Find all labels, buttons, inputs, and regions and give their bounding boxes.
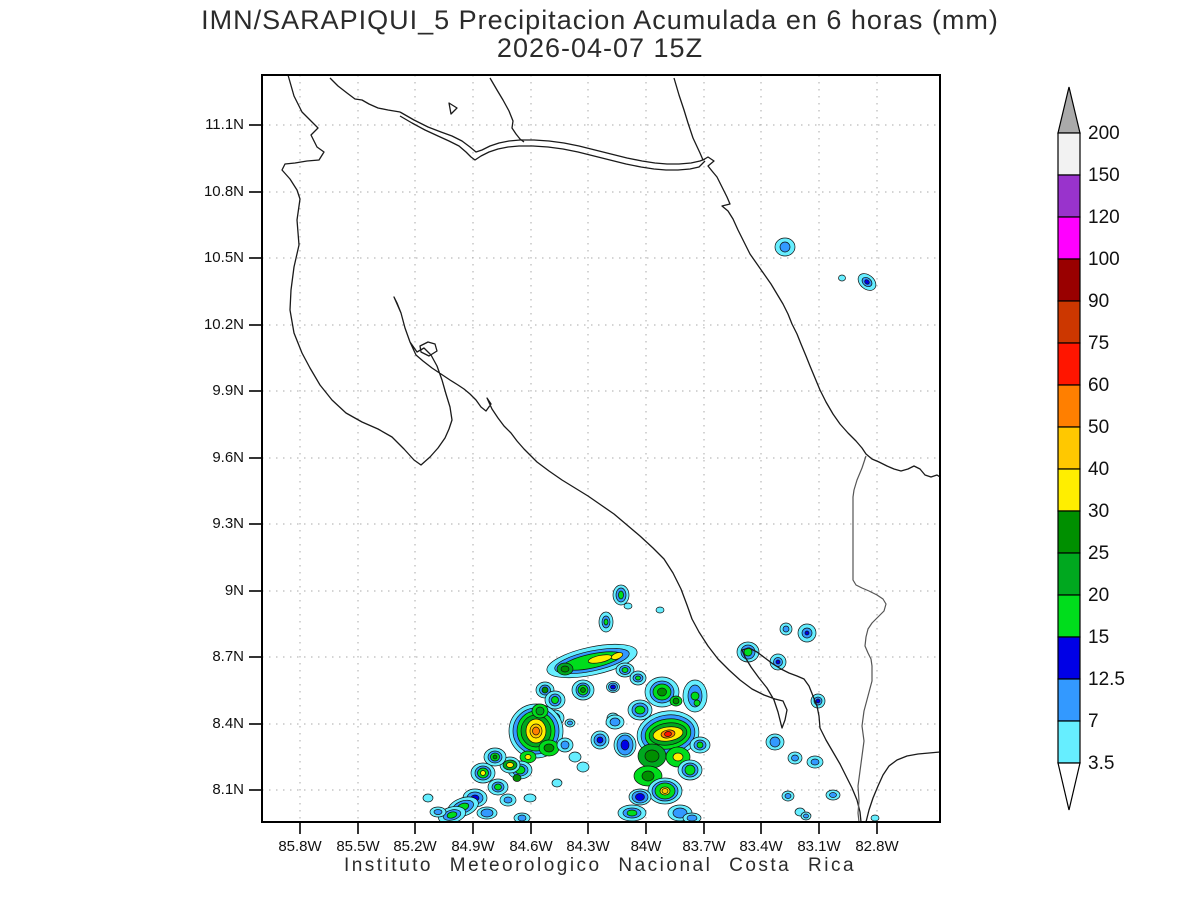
precipitation-contours xyxy=(422,237,880,822)
colorbar-label: 100 xyxy=(1088,249,1120,270)
colorbar-label: 20 xyxy=(1088,585,1110,606)
lon-label: 84W xyxy=(630,838,662,855)
lat-label: 9.9N xyxy=(212,382,244,399)
colorbar-label: 75 xyxy=(1088,333,1110,354)
colorbar-label: 200 xyxy=(1088,123,1120,144)
colorbar-label: 7 xyxy=(1088,711,1099,732)
colorbar-label: 60 xyxy=(1088,375,1110,396)
lat-label: 10.2N xyxy=(203,316,244,333)
lat-label: 8.7N xyxy=(212,648,244,665)
lon-label: 84.3W xyxy=(566,838,610,855)
lon-label: 83.1W xyxy=(797,838,841,855)
lon-label: 83.4W xyxy=(739,838,783,855)
colorbar-label: 90 xyxy=(1088,291,1110,312)
lat-label: 9.6N xyxy=(212,449,244,466)
lat-label: 9.3N xyxy=(212,515,244,532)
coastline-layer xyxy=(281,75,940,822)
colorbar-label: 15 xyxy=(1088,627,1110,648)
cr-panama-border xyxy=(852,455,887,822)
colorbar-label: 3.5 xyxy=(1088,753,1115,774)
colorbar xyxy=(1057,86,1081,811)
colorbar-arrow-top xyxy=(1057,86,1081,134)
lon-label: 85.5W xyxy=(336,838,380,855)
plot-frame xyxy=(261,74,941,823)
footer-credit: Instituto Meteorologico Nacional Costa R… xyxy=(343,855,857,876)
colorbar-label: 12.5 xyxy=(1088,669,1125,690)
lat-label: 8.4N xyxy=(212,715,244,732)
colorbar-label: 120 xyxy=(1088,207,1120,228)
page-title: IMN/SARAPIQUI_5 Precipitacion Acumulada … xyxy=(201,5,999,35)
lat-label: 11.1N xyxy=(205,116,244,133)
lat-label: 10.8N xyxy=(203,183,244,200)
colorbar-arrow-bottom xyxy=(1057,762,1081,811)
lon-label: 83.7W xyxy=(682,838,726,855)
colorbar-label: 30 xyxy=(1088,501,1110,522)
lon-label: 82.8W xyxy=(855,838,899,855)
lat-label: 8.1N xyxy=(212,781,244,798)
lat-label: 10.5N xyxy=(203,249,244,266)
lon-label: 85.2W xyxy=(393,838,437,855)
axis-ticks xyxy=(249,124,878,834)
colorbar-label: 40 xyxy=(1088,459,1110,480)
colorbar-label: 50 xyxy=(1088,417,1110,438)
lat-label: 9N xyxy=(224,582,244,599)
colorbar-label: 25 xyxy=(1088,543,1110,564)
grid-layer xyxy=(262,75,940,822)
valid-time-subtitle: 2026-04-07 15Z xyxy=(496,33,704,63)
lon-label: 85.8W xyxy=(278,838,322,855)
colorbar-label: 150 xyxy=(1088,165,1120,186)
lon-label: 84.9W xyxy=(451,838,495,855)
lon-label: 84.6W xyxy=(509,838,553,855)
